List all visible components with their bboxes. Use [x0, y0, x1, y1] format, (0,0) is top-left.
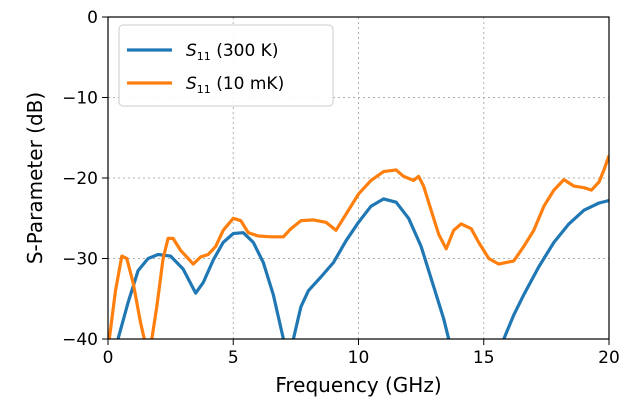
- series-layer: [108, 154, 609, 339]
- series-line-300k: [291, 197, 451, 339]
- ticks: 0 5 10 15 20 0 −10 −20 −30 −40: [62, 8, 620, 368]
- series-line-300k: [116, 231, 285, 339]
- legend-entries: S11 (300 K) S11 (10 mK): [127, 41, 284, 96]
- legend-frame: [118, 24, 334, 107]
- x-tick-label: 10: [348, 348, 370, 368]
- legend-label: S11 (300 K): [186, 41, 278, 63]
- series-line-10mk: [150, 154, 609, 339]
- y-axis-label: S-Parameter (dB): [23, 92, 47, 264]
- y-tick-label: 0: [87, 8, 98, 28]
- legend-label: S11 (10 mK): [186, 74, 284, 96]
- x-tick-label: 0: [103, 348, 114, 368]
- y-tick-label: −40: [62, 330, 98, 350]
- series-line-10mk: [108, 254, 146, 339]
- x-tick-label: 20: [598, 348, 620, 368]
- series-line-300k: [502, 198, 609, 339]
- x-tick-label: 5: [228, 348, 239, 368]
- x-tick-label: 15: [473, 348, 495, 368]
- y-tick-label: −30: [62, 250, 98, 270]
- y-tick-label: −10: [62, 89, 98, 109]
- x-axis-label: Frequency (GHz): [275, 373, 441, 397]
- grid: [108, 17, 609, 339]
- y-tick-label: −20: [62, 169, 98, 189]
- legend: S11 (300 K) S11 (10 mK): [118, 24, 334, 107]
